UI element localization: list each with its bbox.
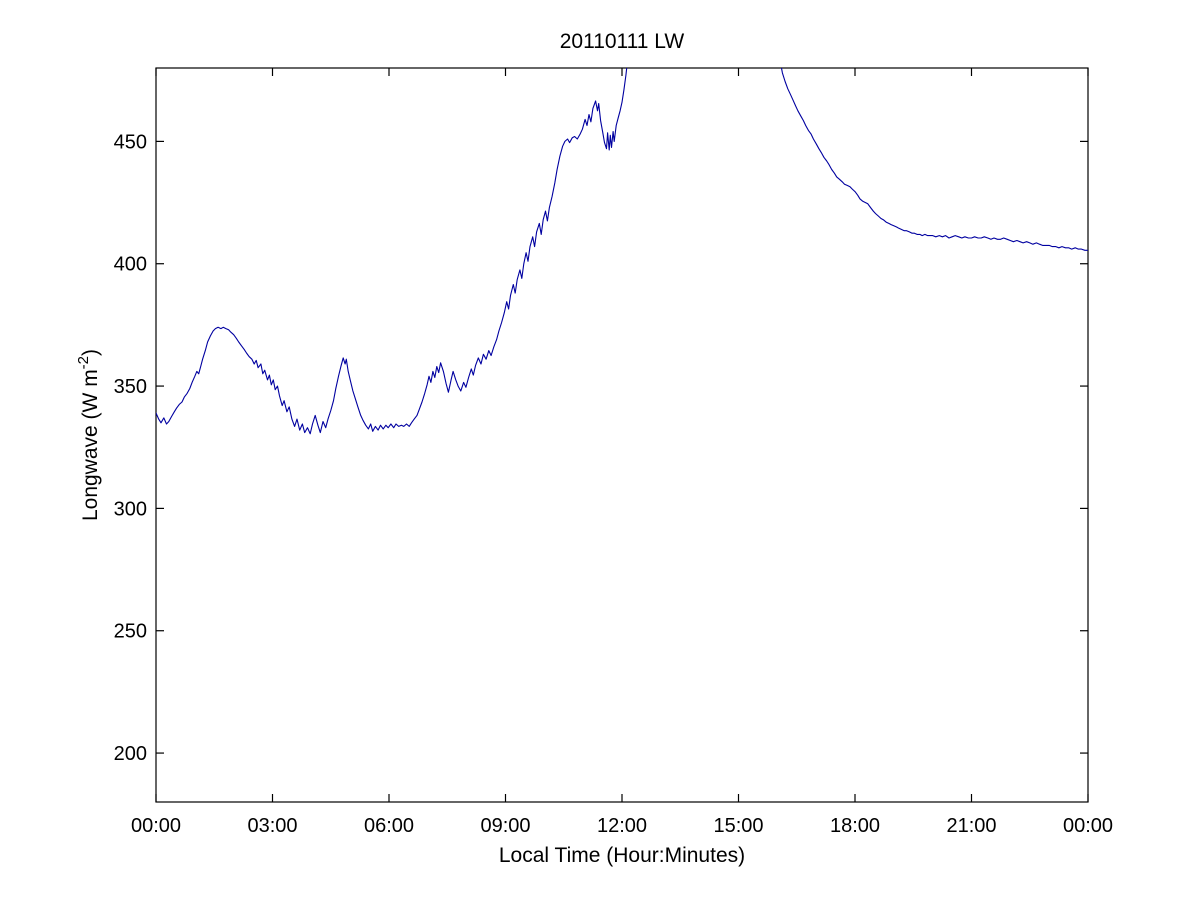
x-tick-label: 00:00 [131, 815, 181, 837]
y-tick-label: 300 [114, 498, 147, 520]
x-tick-label: 15:00 [713, 815, 763, 837]
x-tick-label: 12:00 [597, 815, 647, 837]
plot-area [155, 67, 1089, 803]
y-axis-label: Longwave (W m-2) [75, 349, 102, 521]
axis-tick-labels: 00:00 03:00 06:00 09:00 12:00 15:00 18:00 21:00… [114, 131, 1113, 837]
x-tick-label: 21:00 [946, 815, 996, 837]
x-tick-label: 09:00 [480, 815, 530, 837]
x-tick-label: 06:00 [364, 815, 414, 837]
x-axis-label: Local Time (Hour:Minutes) [499, 844, 745, 867]
y-tick-label: 250 [114, 621, 147, 643]
lw-series-line [156, 68, 1088, 435]
axis-ticks [155, 68, 1089, 802]
y-axis-label-superscript: -2 [75, 356, 92, 369]
x-tick-label: 03:00 [247, 815, 297, 837]
y-tick-label: 200 [114, 743, 147, 765]
chart-title: 20110111 LW [560, 30, 685, 53]
y-axis-label-suffix: ) [79, 349, 102, 356]
x-tick-label: 18:00 [830, 815, 880, 837]
x-tick-label: 00:00 [1063, 815, 1113, 837]
y-tick-label: 350 [114, 376, 147, 398]
y-axis-label-prefix: Longwave (W m [79, 369, 102, 521]
y-tick-label: 450 [114, 131, 147, 153]
y-tick-label: 400 [114, 254, 147, 276]
